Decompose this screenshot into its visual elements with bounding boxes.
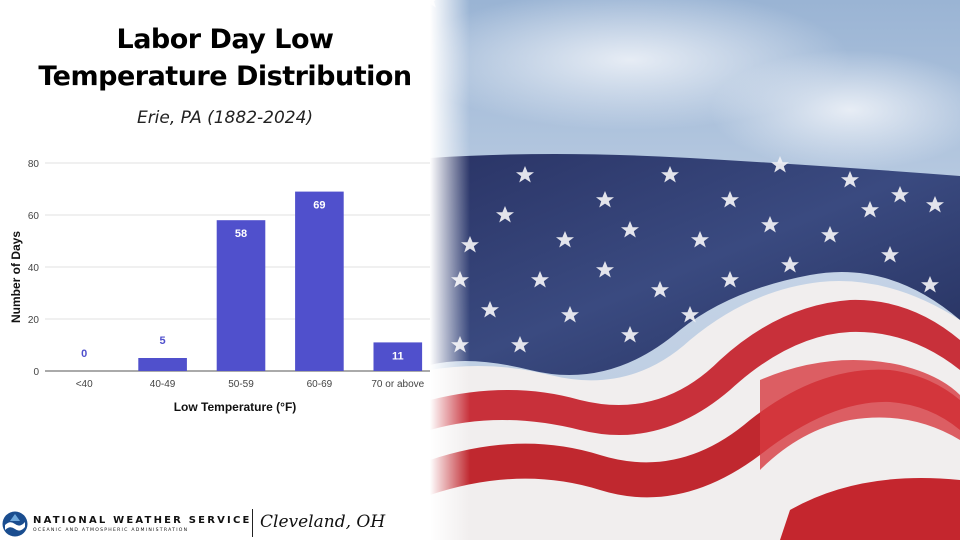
- bar: [138, 358, 187, 371]
- data-label: 0: [81, 348, 87, 360]
- agency-name: NATIONAL WEATHER SERVICE: [33, 515, 252, 526]
- bar: [216, 220, 266, 371]
- data-label: 11: [392, 350, 404, 362]
- x-tick-label: <40: [76, 379, 93, 390]
- y-tick-label: 40: [28, 263, 40, 274]
- x-tick-label: 60-69: [307, 379, 333, 390]
- y-tick-label: 60: [28, 211, 40, 222]
- title-line-2: Temperature Distribution: [38, 61, 412, 92]
- bar: [295, 191, 344, 371]
- data-label: 5: [160, 335, 166, 347]
- chart-panel: Labor Day Low Temperature Distribution E…: [0, 0, 450, 540]
- agency-subtitle: OCEANIC AND ATMOSPHERIC ADMINISTRATION: [33, 528, 189, 533]
- y-tick-label: 80: [28, 159, 40, 170]
- footer-divider: [252, 509, 253, 537]
- american-flag-image: [430, 0, 960, 540]
- y-tick-label: 20: [28, 315, 40, 326]
- data-label: 58: [235, 228, 247, 240]
- y-axis-label: Number of Days: [9, 231, 23, 323]
- bar-chart: 0 20 40 60 80 0 <40 5 40-49 58 50-59 69 60-69 11 70 or…: [9, 159, 437, 414]
- office-name: Cleveland, OH: [260, 512, 386, 532]
- x-tick-label: 50-59: [228, 379, 254, 390]
- x-tick-label: 40-49: [150, 379, 176, 390]
- subtitle: Erie, PA (1882-2024): [136, 108, 314, 128]
- x-axis-label: Low Temperature (°F): [174, 400, 297, 414]
- bar: [373, 342, 423, 371]
- footer: NATIONAL WEATHER SERVICE OCEANIC AND ATM…: [0, 505, 450, 540]
- title-line-1: Labor Day Low: [116, 24, 334, 55]
- noaa-logo-icon: [2, 511, 28, 537]
- flag-fade-edge: [430, 0, 470, 540]
- y-tick-label: 0: [33, 367, 39, 378]
- x-tick-label: 70 or above: [371, 379, 424, 390]
- data-label: 69: [313, 200, 325, 212]
